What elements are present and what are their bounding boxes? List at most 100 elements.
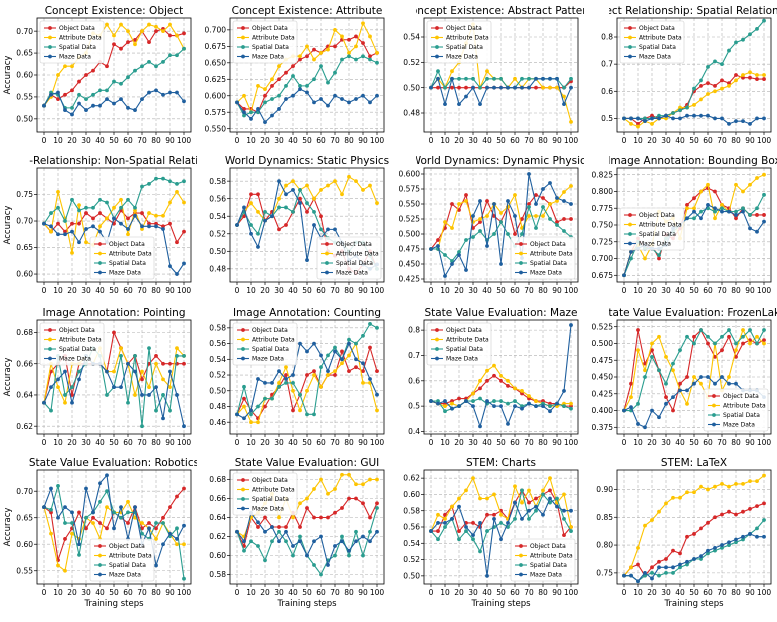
- data-point: [443, 404, 447, 409]
- data-point: [706, 113, 710, 118]
- y-tick-label: 0.525: [592, 322, 614, 331]
- data-point: [154, 361, 158, 366]
- data-point: [541, 492, 545, 497]
- y-tick-label: 0.75: [16, 190, 33, 199]
- data-point: [457, 253, 461, 257]
- data-point: [242, 548, 246, 553]
- data-point: [361, 93, 365, 98]
- legend-marker: [48, 45, 52, 49]
- data-point: [56, 90, 60, 95]
- legend-marker: [241, 328, 245, 332]
- data-point: [140, 227, 144, 231]
- data-point: [147, 59, 151, 64]
- data-point: [457, 496, 461, 501]
- x-tick-label: 70: [330, 588, 340, 597]
- legend-marker: [435, 337, 439, 342]
- data-point: [63, 369, 67, 374]
- data-point: [112, 510, 116, 515]
- data-point: [333, 27, 337, 32]
- data-point: [534, 504, 538, 509]
- data-point: [643, 368, 647, 373]
- data-point: [119, 354, 123, 358]
- legend-label: Object Data: [530, 543, 566, 550]
- x-tick-label: 20: [454, 136, 464, 145]
- x-tick-label: 10: [440, 286, 450, 295]
- data-point: [471, 404, 475, 409]
- data-point: [548, 181, 552, 185]
- x-tick-label: 100: [757, 438, 772, 447]
- x-tick-label: 10: [440, 588, 450, 597]
- data-point: [361, 41, 365, 45]
- x-tick-label: 70: [717, 588, 727, 597]
- x-tick-label: 20: [454, 286, 464, 295]
- data-point: [105, 97, 109, 102]
- data-point: [657, 509, 661, 514]
- data-point: [541, 76, 545, 81]
- data-point: [762, 501, 766, 506]
- data-point: [291, 64, 295, 68]
- data-point: [84, 515, 88, 520]
- data-point: [636, 348, 640, 353]
- x-tick-label: 0: [42, 588, 47, 597]
- data-point: [319, 384, 323, 389]
- data-point: [175, 346, 179, 351]
- data-point: [105, 473, 109, 478]
- data-point: [235, 412, 239, 417]
- y-tick-label: 0.800: [592, 187, 614, 196]
- data-point: [105, 369, 109, 374]
- data-point: [457, 396, 461, 401]
- legend-marker: [241, 45, 245, 49]
- data-point: [168, 264, 172, 268]
- x-tick-label: 40: [288, 438, 298, 447]
- data-point: [734, 512, 738, 517]
- data-point: [734, 381, 738, 386]
- data-point: [699, 484, 703, 489]
- y-tick-label: 0.66: [16, 359, 33, 368]
- x-tick-label: 30: [661, 286, 671, 295]
- legend-label: Spatial Data: [109, 562, 146, 569]
- data-point: [284, 365, 288, 370]
- legend-marker: [98, 544, 102, 548]
- data-point: [270, 113, 274, 118]
- data-point: [706, 92, 710, 96]
- data-point: [727, 381, 731, 386]
- data-point: [277, 77, 281, 82]
- legend-marker: [98, 563, 102, 567]
- data-point: [105, 64, 109, 69]
- data-point: [77, 221, 81, 226]
- data-point: [569, 323, 573, 327]
- data-point: [562, 533, 566, 538]
- x-tick-label: 100: [370, 136, 385, 145]
- data-point: [161, 361, 165, 366]
- data-point: [755, 206, 759, 211]
- data-point: [235, 529, 239, 534]
- data-point: [333, 369, 337, 373]
- legend-label: Object Data: [59, 327, 95, 334]
- data-point: [478, 217, 482, 221]
- data-point: [671, 495, 675, 500]
- data-point: [354, 539, 358, 544]
- data-point: [762, 534, 766, 539]
- data-point: [305, 373, 309, 377]
- x-tick-label: 60: [123, 136, 133, 145]
- data-point: [291, 179, 295, 184]
- data-point: [133, 213, 137, 218]
- y-tick-label: 0.450: [399, 260, 421, 269]
- x-tick-label: 80: [731, 588, 741, 597]
- data-point: [333, 93, 337, 98]
- data-point: [429, 85, 433, 90]
- data-point: [175, 542, 179, 547]
- data-point: [249, 201, 253, 205]
- y-axis-label: Accuracy: [3, 206, 13, 245]
- data-point: [713, 216, 717, 221]
- data-point: [161, 92, 165, 97]
- legend-label: Spatial Data: [530, 260, 567, 267]
- legend-marker: [48, 26, 52, 30]
- x-tick-label: 50: [496, 438, 506, 447]
- x-tick-label: 20: [67, 438, 77, 447]
- data-point: [168, 179, 172, 184]
- data-point: [699, 375, 703, 379]
- data-point: [762, 213, 766, 217]
- data-point: [319, 534, 323, 539]
- data-point: [755, 229, 759, 234]
